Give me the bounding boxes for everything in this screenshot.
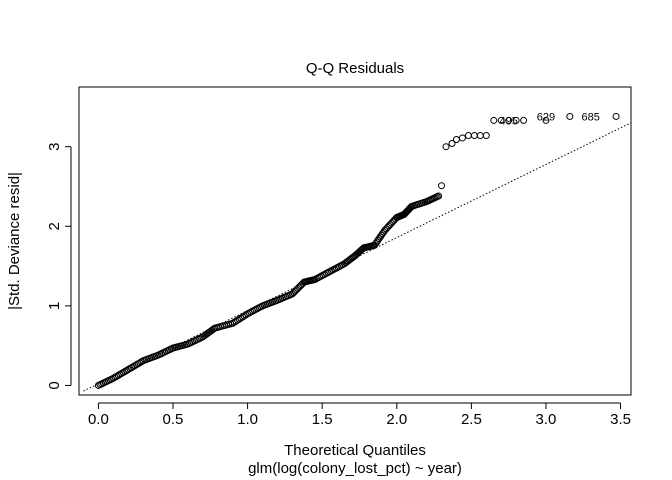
point-label: 495 (499, 115, 517, 127)
x-tick-label: 0.5 (163, 411, 184, 428)
data-point (448, 140, 456, 148)
x-axis: 0.0 0.5 1.0 1.5 2.0 2.5 3.0 3.5 (88, 402, 631, 428)
y-tick-label: 0 (46, 381, 63, 389)
data-point (566, 112, 574, 120)
data-point (452, 136, 460, 144)
data-point (542, 116, 550, 124)
data-point (458, 134, 466, 142)
plot-frame (78, 86, 632, 396)
x-tick-label: 3.0 (536, 411, 557, 428)
data-point (497, 116, 505, 124)
data-point (476, 132, 484, 140)
x-tick-label: 1.5 (312, 411, 333, 428)
x-tick-label: 1.0 (237, 411, 258, 428)
data-point (505, 116, 513, 124)
x-axis-subtitle: glm(log(colony_lost_pct) ~ year) (248, 460, 462, 477)
x-tick-label: 3.5 (610, 411, 631, 428)
chart-title: Q-Q Residuals (306, 60, 404, 77)
x-tick-label: 2.0 (386, 411, 407, 428)
data-points (94, 112, 620, 389)
data-point (512, 116, 520, 124)
y-tick-label: 1 (46, 302, 63, 310)
x-tick-label: 2.5 (461, 411, 482, 428)
data-point (435, 192, 443, 200)
x-tick-label: 0.0 (88, 411, 109, 428)
x-axis-title: Theoretical Quantiles (284, 442, 426, 459)
data-point (482, 132, 490, 140)
point-label: 685 (582, 111, 600, 123)
data-point (438, 182, 446, 190)
y-axis: 0 1 2 3 (46, 143, 72, 390)
data-point (442, 143, 450, 151)
point-labels: 495 629 685 (499, 111, 599, 127)
data-point (612, 112, 620, 120)
data-point (490, 116, 498, 124)
y-tick-label: 3 (46, 143, 63, 151)
data-point (520, 116, 528, 124)
point-label: 629 (537, 111, 555, 123)
y-axis-title: |Std. Deviance resid| (6, 172, 23, 310)
data-point (464, 132, 472, 140)
y-tick-label: 2 (46, 222, 63, 230)
data-point (470, 132, 478, 140)
